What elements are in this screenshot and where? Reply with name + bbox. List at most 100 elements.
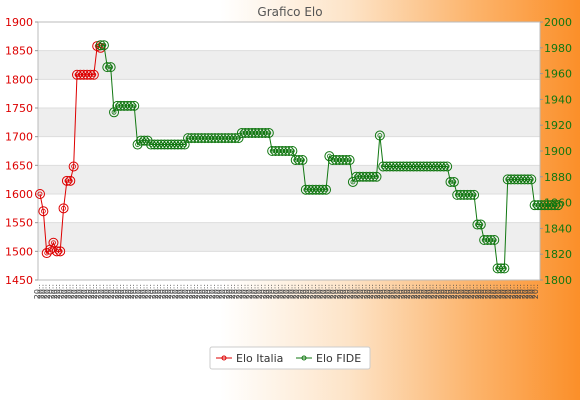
data-point-inner — [64, 178, 70, 184]
x-tick-label: 20.. — [67, 284, 76, 299]
x-tick-label: 20.. — [497, 284, 506, 299]
x-tick-label: 20.. — [302, 284, 311, 299]
x-tick-label: 20.. — [60, 284, 69, 299]
left-tick-label: 1700 — [5, 131, 33, 144]
x-tick-label: 20.. — [221, 284, 230, 299]
x-tick-label: 20.. — [420, 284, 429, 299]
data-point-inner — [370, 174, 376, 180]
grid-band — [38, 165, 540, 194]
data-point-inner — [266, 130, 272, 136]
x-tick-label: 20.. — [100, 284, 109, 299]
grid-bands — [37, 21, 541, 281]
x-tick-label: 20.. — [188, 284, 197, 299]
right-tick-label: 1880 — [544, 171, 572, 184]
x-tick-label: 20.. — [43, 284, 52, 299]
x-tick-label: 20.. — [289, 284, 298, 299]
x-tick-label: 20.. — [309, 284, 318, 299]
x-tick-label: 20.. — [158, 284, 167, 299]
data-point-inner — [178, 142, 184, 147]
x-tick-label: 20.. — [460, 284, 469, 299]
right-tick-label: 1900 — [544, 145, 572, 158]
x-tick-label: 20.. — [440, 284, 449, 299]
x-tick-label: 20.. — [141, 284, 150, 299]
left-tick-label: 1550 — [5, 217, 33, 230]
x-tick-label: 20.. — [232, 284, 241, 299]
x-tick-label: 20.. — [346, 284, 355, 299]
data-point-inner — [528, 176, 534, 182]
data-point-inner — [471, 192, 477, 198]
data-point — [297, 155, 308, 166]
data-point-inner — [491, 237, 497, 243]
x-tick-label: 20.. — [127, 284, 136, 299]
grid-band — [38, 50, 540, 80]
left-tick-label: 1600 — [5, 188, 33, 201]
x-tick-label: 20.. — [238, 284, 247, 299]
x-tick-label: 20.. — [151, 284, 160, 299]
right-y-axis: 1800182018401860188019001920194019601980… — [540, 16, 572, 287]
left-tick-label: 1650 — [5, 159, 33, 172]
x-tick-label: 20.. — [131, 284, 140, 299]
data-point — [109, 107, 120, 118]
x-axis: 20..20..20..20..20..20..20..20..20..20..… — [33, 284, 540, 299]
data-point-inner — [300, 157, 305, 163]
data-point-inner — [57, 248, 63, 254]
x-tick-label: 20.. — [258, 284, 267, 299]
data-point-inner — [37, 191, 43, 197]
data-point — [260, 127, 271, 138]
x-tick-label: 20.. — [363, 284, 372, 299]
data-point-inner — [296, 157, 302, 163]
data-point — [553, 200, 564, 211]
x-tick-label: 20.. — [104, 284, 113, 299]
x-tick-label: 20.. — [178, 284, 187, 299]
x-tick-label: 20.. — [396, 284, 405, 299]
x-tick-label: 20.. — [366, 284, 375, 299]
x-tick-label: 20.. — [306, 284, 315, 299]
x-tick-label: 20.. — [450, 284, 459, 299]
x-tick-label: 20.. — [164, 284, 173, 299]
data-point — [105, 62, 116, 73]
data-point — [317, 184, 328, 195]
x-tick-label: 20.. — [514, 284, 523, 299]
data-point — [51, 246, 62, 257]
data-point — [522, 174, 533, 185]
data-point — [347, 176, 358, 187]
x-tick-label: 20.. — [464, 284, 473, 299]
data-point — [321, 184, 332, 195]
x-tick-label: 20.. — [339, 284, 348, 299]
legend-entry: Elo Italia — [236, 352, 283, 365]
x-tick-label: 20.. — [144, 284, 153, 299]
x-tick-label: 20.. — [423, 284, 432, 299]
data-point — [230, 133, 241, 144]
left-tick-label: 1500 — [5, 245, 33, 258]
left-y-axis: 1450 1500 1550 1600 1650 1700 1750 1800 1850 1900 — [5, 16, 38, 287]
data-point-inner — [108, 64, 114, 70]
x-tick-label: 20.. — [477, 284, 486, 299]
x-tick-label: 20.. — [504, 284, 513, 299]
data-point — [95, 40, 106, 51]
x-tick-label: 20.. — [83, 284, 92, 299]
x-tick-label: 20.. — [117, 284, 126, 299]
x-tick-label: 20.. — [454, 284, 463, 299]
data-point — [526, 174, 537, 185]
legend: Elo Italia Elo FIDE — [209, 346, 371, 370]
data-point — [176, 139, 187, 150]
data-point-inner — [44, 250, 50, 256]
data-point — [469, 189, 480, 200]
x-tick-label: 20.. — [272, 284, 281, 299]
x-tick-label: 20.. — [491, 284, 500, 299]
data-point-inner — [552, 202, 558, 208]
data-point-inner — [468, 192, 474, 198]
x-tick-label: 20.. — [376, 284, 385, 299]
x-tick-label: 20.. — [507, 284, 516, 299]
x-tick-label: 20.. — [57, 284, 66, 299]
data-point — [287, 146, 298, 156]
series-elo-fide — [95, 40, 564, 274]
x-tick-label: 20.. — [262, 284, 271, 299]
x-tick-label: 20.. — [120, 284, 129, 299]
x-tick-label: 20.. — [481, 284, 490, 299]
data-point — [489, 235, 500, 246]
data-point — [499, 263, 510, 274]
x-tick-label: 20.. — [154, 284, 163, 299]
